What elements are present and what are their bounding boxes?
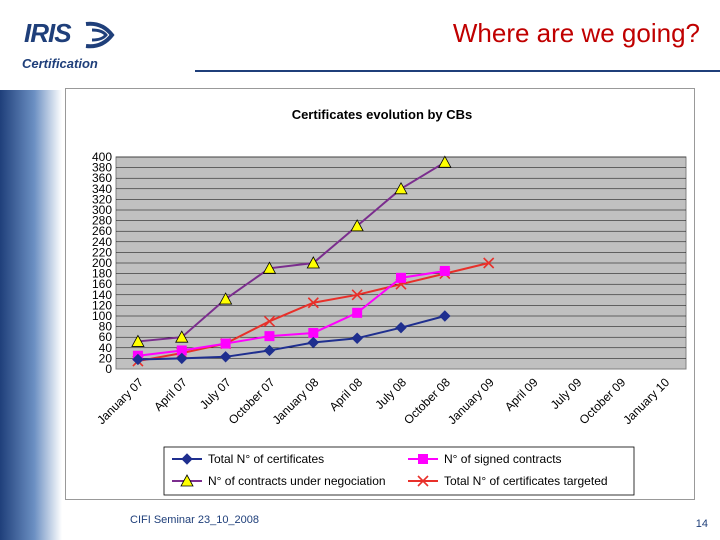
chart-legend: [163, 446, 635, 496]
data-point-2: [218, 292, 233, 305]
chart-title: Certificates evolution by CBs: [292, 107, 473, 122]
data-point-1: [220, 338, 231, 349]
data-point-2: [438, 155, 452, 168]
data-point-2: [131, 334, 145, 347]
x-tick-label: October 07: [226, 375, 278, 427]
y-tick-label: 220: [92, 245, 112, 259]
data-point-1: [308, 327, 319, 338]
logo-subtitle: Certification: [22, 56, 98, 71]
y-tick-label: 20: [99, 351, 113, 365]
x-tick-label: July 08: [372, 375, 409, 412]
y-tick-label: 40: [99, 341, 113, 355]
data-point-1: [352, 307, 363, 318]
slide-title: Where are we going?: [452, 18, 700, 48]
data-point-2: [394, 181, 408, 195]
title-rule: [195, 70, 720, 72]
iris-logo: IRIS Certification: [20, 14, 140, 76]
data-point-0: [439, 310, 451, 322]
data-point-2: [262, 261, 277, 274]
y-tick-label: 380: [92, 161, 112, 175]
x-tick-label: July 09: [548, 375, 585, 412]
series-line-2: [137, 161, 446, 343]
y-tick-label: 300: [92, 203, 112, 217]
data-point-3: [263, 315, 276, 327]
line-chart: Certificates evolution by CBs 0204060801…: [92, 107, 687, 496]
series-line-1: [137, 269, 446, 357]
x-tick-label: October 09: [576, 375, 628, 427]
data-point-3: [351, 289, 363, 301]
y-tick-label: 280: [92, 214, 112, 228]
logo-wordmark: IRIS: [24, 18, 72, 48]
legend-label: Total N° of certificates: [208, 452, 324, 466]
data-point-0: [351, 332, 363, 344]
x-tick-label: January 09: [445, 375, 497, 427]
y-tick-label: 0: [105, 362, 112, 376]
y-tick-label: 340: [92, 182, 112, 196]
data-point-3: [483, 257, 495, 269]
x-tick-label: July 07: [197, 375, 234, 412]
data-point-0: [263, 344, 276, 357]
y-tick-label: 80: [99, 320, 113, 334]
x-tick-label: April 07: [151, 375, 190, 414]
legend-label: N° of contracts under negociation: [208, 474, 386, 488]
y-tick-label: 120: [92, 298, 112, 312]
data-point-0: [219, 351, 232, 363]
left-gradient-band: [0, 0, 62, 540]
x-tick-label: April 08: [327, 375, 366, 414]
y-tick-label: 260: [92, 224, 112, 238]
data-point-1: [396, 272, 406, 283]
x-tick-label: January 10: [620, 375, 672, 427]
legend-marker: [181, 453, 193, 465]
logo-swoosh-icon: [85, 21, 115, 49]
y-tick-label: 60: [99, 330, 113, 344]
x-tick-label: October 08: [401, 375, 453, 427]
data-point-1: [264, 331, 275, 342]
y-tick-label: 160: [92, 277, 112, 291]
chart-container: Certificates evolution by CBs 0 20 40 60 80 1…: [65, 88, 695, 500]
data-point-0: [176, 352, 188, 365]
data-point-0: [132, 353, 144, 366]
y-tick-label: 200: [92, 256, 112, 270]
footer-text: CIFI Seminar 23_10_2008: [130, 514, 260, 526]
page-number: 14: [695, 518, 708, 530]
data-point-1: [439, 265, 450, 276]
y-tick-label: 360: [92, 171, 112, 185]
x-tick-label: January 07: [94, 375, 146, 427]
legend-marker: [418, 454, 428, 464]
data-point-1: [176, 345, 187, 356]
legend-marker: [180, 474, 194, 487]
legend-label: Total N° of certificates targeted: [444, 474, 608, 488]
x-tick-label: April 09: [502, 375, 541, 414]
data-point-2: [306, 256, 320, 269]
y-tick-label: 240: [92, 235, 112, 249]
series-line-0: [137, 315, 446, 361]
y-tick-label: 180: [92, 267, 112, 281]
legend-marker: [417, 475, 429, 487]
legend-label: N° of signed contracts: [444, 452, 562, 466]
x-tick-label: January 08: [270, 375, 322, 427]
y-tick-label: 320: [92, 192, 112, 206]
data-point-2: [350, 219, 364, 232]
y-tick-label: 100: [92, 309, 112, 323]
data-point-0: [395, 321, 407, 334]
data-point-2: [175, 330, 189, 343]
y-tick-label: 140: [92, 288, 112, 302]
data-point-0: [307, 336, 320, 349]
y-tick-label: 400: [92, 150, 112, 164]
data-point-3: [307, 297, 319, 309]
